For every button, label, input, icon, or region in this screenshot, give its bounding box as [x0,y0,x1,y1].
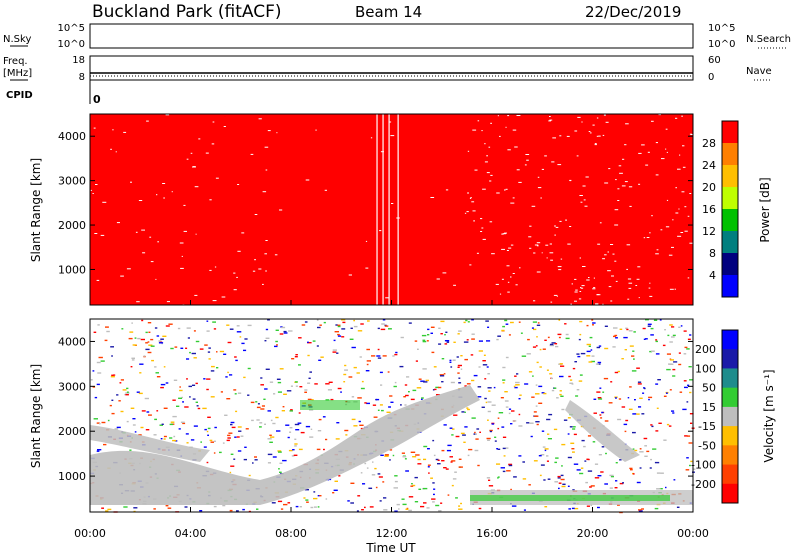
power-colorbar: 28 24 20 16 12 8 4 [702,120,739,298]
power-ytick-tick-1: 2000 [58,219,86,232]
power-cbar-swatch-5 [722,231,738,254]
nsky-tick-top: 10^5 [58,23,85,34]
power-ytick-tick-2: 3000 [58,175,86,188]
power-ytick-tick-3: 4000 [58,130,86,143]
velocity-ytick-tick-2: 3000 [58,380,86,393]
nsearch-label: N.Search [746,34,791,45]
power-cbar-tick-0: 28 [702,137,716,150]
power-cbar-swatch-2 [722,165,738,188]
velocity-cbar-tick-5: -50 [698,439,716,452]
velocity-cbar-tick-4: -15 [698,420,716,433]
x-tick-2: 08:00 [275,527,307,540]
freq-tick-top: 18 [72,55,85,66]
velocity-cbar-tick-0: 200 [695,343,716,356]
nave-tick-bottom: 0 [708,72,714,83]
nsearch-tick-top: 10^5 [708,23,735,34]
power-ytick-tick-0: 1000 [58,263,86,276]
power-cbar-swatch-1 [722,143,738,166]
velocity-ytick-tick-1: 2000 [58,425,86,438]
power-panel: 1000 2000 3000 4000 Slant Range [km] [29,113,694,306]
power-colorbar-label: Power [dB] [758,177,772,242]
power-heatmap [90,114,693,305]
power-cbar-tick-4: 12 [702,225,716,238]
velocity-cbar-swatch-2 [722,368,738,389]
power-cbar-swatch-6 [722,253,738,276]
velocity-cbar-tick-1: 100 [695,362,716,375]
velocity-cbar-swatch-0 [722,330,738,350]
velocity-cbar-swatch-6 [722,445,738,466]
power-cbar-swatch-3 [722,187,738,210]
freq-panel [89,55,694,81]
nsky-tick-bottom: 10^0 [58,39,85,50]
nsky-label: N.Sky [3,34,31,45]
nave-label: Nave [746,66,772,77]
x-axis-label: Time UT [365,541,416,554]
cpid-label: CPID [6,90,33,101]
velocity-cbar-swatch-5 [722,426,738,446]
velocity-colorbar: 200 100 50 15 -15 -50 -100 -200 [691,329,739,504]
velocity-cbar-tick-6: -100 [691,459,716,472]
power-cbar-swatch-4 [722,209,738,232]
velocity-colorbar-label: Velocity [m s⁻¹] [762,369,776,462]
velocity-ytick-tick-0: 1000 [58,470,86,483]
cpid-value: 0 [93,93,101,106]
nsky-panel [89,23,694,49]
nave-tick-top: 60 [708,55,721,66]
x-tick-0: 00:00 [74,527,106,540]
power-cbar-tick-5: 8 [709,247,716,260]
velocity-ylabel: Slant Range [km] [29,364,43,468]
nsearch-tick-bottom: 10^0 [708,39,735,50]
velocity-cbar-tick-7: -200 [691,478,716,491]
x-tick-4: 16:00 [476,527,508,540]
velocity-cbar-swatch-1 [722,349,738,369]
velocity-cbar-swatch-8 [722,483,738,504]
velocity-cbar-swatch-3 [722,387,738,408]
beam-label: Beam 14 [355,3,422,21]
station-title: Buckland Park (fitACF) [92,2,282,22]
velocity-cbar-swatch-4 [722,406,738,427]
x-tick-3: 12:00 [376,527,408,540]
velocity-cbar-swatch-7 [722,464,738,485]
x-tick-6: 00:00 [677,527,709,540]
freq-label: Freq. [3,56,28,67]
x-tick-5: 20:00 [577,527,609,540]
velocity-ytick-tick-3: 4000 [58,335,86,348]
power-cbar-tick-2: 20 [702,181,716,194]
date-label: 22/Dec/2019 [585,3,681,21]
power-cbar-swatch-0 [722,121,738,144]
freq-tick-bottom: 8 [79,72,85,83]
mhz-label: [MHz] [3,68,32,79]
power-cbar-tick-3: 16 [702,203,716,216]
velocity-cbar-tick-2: 50 [702,382,716,395]
velocity-cbar-tick-3: 15 [702,401,716,414]
power-ylabel: Slant Range [km] [29,158,43,262]
x-tick-1: 04:00 [175,527,207,540]
power-cbar-tick-1: 24 [702,159,716,172]
velocity-panel: 1000 2000 3000 4000 Slant Range [km] [29,318,696,514]
power-cbar-tick-6: 4 [709,269,716,282]
power-cbar-swatch-7 [722,275,738,298]
